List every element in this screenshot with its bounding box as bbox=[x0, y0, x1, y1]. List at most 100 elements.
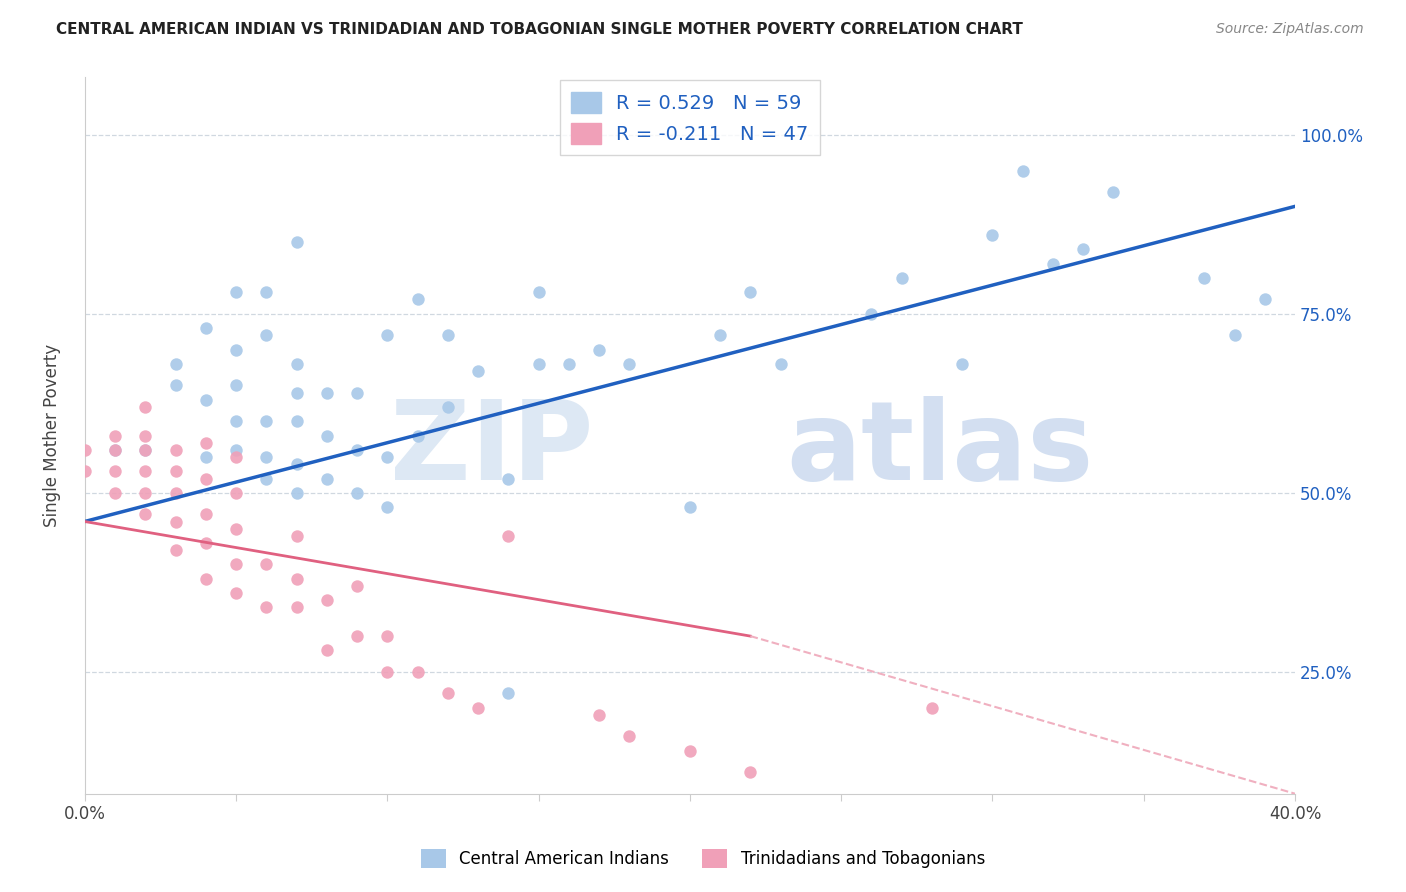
Point bbox=[285, 486, 308, 500]
Point bbox=[375, 500, 398, 515]
Point bbox=[254, 558, 277, 572]
Point bbox=[134, 508, 156, 522]
Legend: Central American Indians, Trinidadians and Tobagonians: Central American Indians, Trinidadians a… bbox=[415, 843, 991, 875]
Point bbox=[1223, 328, 1246, 343]
Point bbox=[315, 385, 337, 400]
Text: atlas: atlas bbox=[787, 396, 1094, 503]
Y-axis label: Single Mother Poverty: Single Mother Poverty bbox=[44, 344, 60, 527]
Point bbox=[406, 665, 429, 679]
Point bbox=[375, 665, 398, 679]
Point bbox=[194, 392, 217, 407]
Point bbox=[588, 343, 610, 357]
Point bbox=[194, 572, 217, 586]
Point bbox=[346, 442, 368, 457]
Text: CENTRAL AMERICAN INDIAN VS TRINIDADIAN AND TOBAGONIAN SINGLE MOTHER POVERTY CORR: CENTRAL AMERICAN INDIAN VS TRINIDADIAN A… bbox=[56, 22, 1024, 37]
Point bbox=[104, 464, 127, 478]
Point bbox=[1102, 185, 1125, 199]
Point bbox=[194, 536, 217, 550]
Point bbox=[921, 700, 943, 714]
Point bbox=[467, 700, 489, 714]
Point bbox=[375, 629, 398, 643]
Point bbox=[346, 579, 368, 593]
Point bbox=[254, 450, 277, 464]
Point bbox=[165, 543, 187, 558]
Point bbox=[165, 515, 187, 529]
Point bbox=[346, 486, 368, 500]
Point bbox=[1042, 257, 1064, 271]
Point bbox=[254, 285, 277, 300]
Point bbox=[498, 686, 520, 700]
Point bbox=[346, 385, 368, 400]
Point bbox=[104, 428, 127, 442]
Point bbox=[527, 357, 550, 371]
Point bbox=[225, 522, 247, 536]
Point bbox=[104, 442, 127, 457]
Point bbox=[498, 471, 520, 485]
Point bbox=[165, 464, 187, 478]
Point bbox=[194, 508, 217, 522]
Point bbox=[254, 414, 277, 428]
Point bbox=[437, 328, 460, 343]
Point bbox=[285, 385, 308, 400]
Point bbox=[225, 285, 247, 300]
Point bbox=[134, 428, 156, 442]
Point bbox=[225, 343, 247, 357]
Point bbox=[225, 378, 247, 392]
Point bbox=[1011, 163, 1033, 178]
Point bbox=[134, 442, 156, 457]
Point bbox=[315, 428, 337, 442]
Point bbox=[467, 364, 489, 378]
Point bbox=[740, 285, 762, 300]
Point bbox=[740, 765, 762, 780]
Point bbox=[860, 307, 883, 321]
Point bbox=[498, 529, 520, 543]
Point bbox=[1194, 271, 1216, 285]
Point bbox=[134, 400, 156, 414]
Point bbox=[225, 442, 247, 457]
Point bbox=[225, 558, 247, 572]
Point bbox=[346, 629, 368, 643]
Point bbox=[165, 357, 187, 371]
Point bbox=[104, 442, 127, 457]
Point bbox=[890, 271, 912, 285]
Point bbox=[375, 328, 398, 343]
Point bbox=[619, 357, 641, 371]
Legend: R = 0.529   N = 59, R = -0.211   N = 47: R = 0.529 N = 59, R = -0.211 N = 47 bbox=[560, 80, 820, 155]
Point bbox=[709, 328, 731, 343]
Point bbox=[588, 707, 610, 722]
Point bbox=[619, 730, 641, 744]
Point bbox=[134, 442, 156, 457]
Point bbox=[375, 450, 398, 464]
Point bbox=[285, 457, 308, 471]
Point bbox=[104, 486, 127, 500]
Point bbox=[437, 400, 460, 414]
Point bbox=[165, 378, 187, 392]
Point bbox=[225, 450, 247, 464]
Point bbox=[1254, 293, 1277, 307]
Point bbox=[315, 471, 337, 485]
Point bbox=[527, 285, 550, 300]
Point bbox=[225, 414, 247, 428]
Text: ZIP: ZIP bbox=[389, 396, 593, 503]
Point bbox=[679, 744, 702, 758]
Point bbox=[406, 428, 429, 442]
Point bbox=[769, 357, 792, 371]
Point bbox=[254, 471, 277, 485]
Point bbox=[194, 471, 217, 485]
Point bbox=[165, 486, 187, 500]
Point bbox=[254, 328, 277, 343]
Point bbox=[950, 357, 973, 371]
Point bbox=[558, 357, 581, 371]
Point bbox=[285, 600, 308, 615]
Text: Source: ZipAtlas.com: Source: ZipAtlas.com bbox=[1216, 22, 1364, 37]
Point bbox=[165, 442, 187, 457]
Point bbox=[73, 464, 96, 478]
Point bbox=[194, 321, 217, 335]
Point bbox=[981, 227, 1004, 242]
Point bbox=[194, 450, 217, 464]
Point bbox=[285, 357, 308, 371]
Point bbox=[437, 686, 460, 700]
Point bbox=[315, 593, 337, 607]
Point bbox=[285, 572, 308, 586]
Point bbox=[225, 586, 247, 600]
